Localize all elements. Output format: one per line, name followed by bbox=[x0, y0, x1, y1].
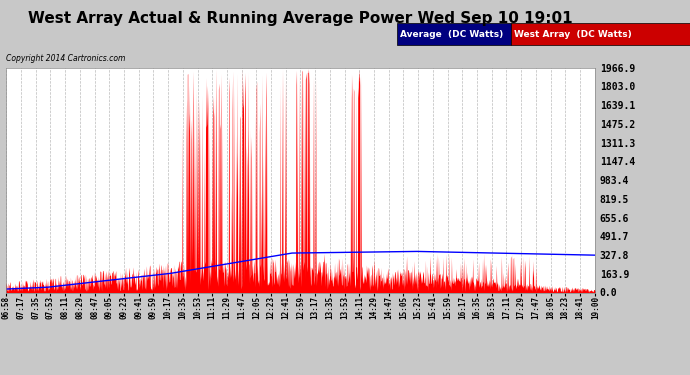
Text: Copyright 2014 Cartronics.com: Copyright 2014 Cartronics.com bbox=[6, 54, 125, 63]
Text: West Array Actual & Running Average Power Wed Sep 10 19:01: West Array Actual & Running Average Powe… bbox=[28, 11, 573, 26]
Text: Average  (DC Watts): Average (DC Watts) bbox=[400, 30, 504, 39]
Text: West Array  (DC Watts): West Array (DC Watts) bbox=[514, 30, 632, 39]
